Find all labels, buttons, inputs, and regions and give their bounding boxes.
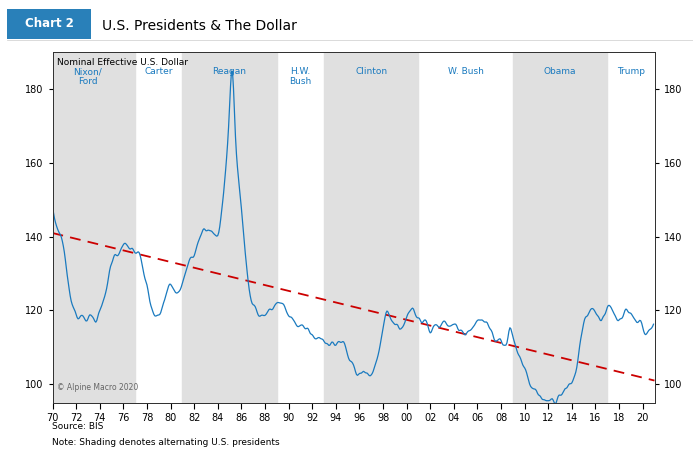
Text: Carter: Carter — [144, 67, 173, 76]
Bar — [324, 52, 419, 403]
Text: Nixon/
Ford: Nixon/ Ford — [74, 67, 102, 86]
Bar — [513, 52, 608, 403]
Text: H.W.
Bush: H.W. Bush — [289, 67, 312, 86]
Text: Obama: Obama — [544, 67, 576, 76]
Bar — [41, 52, 135, 403]
FancyBboxPatch shape — [7, 9, 91, 39]
Text: Chart 2: Chart 2 — [25, 17, 74, 30]
Text: Nominal Effective U.S. Dollar: Nominal Effective U.S. Dollar — [57, 58, 188, 66]
Text: Clinton: Clinton — [355, 67, 387, 76]
Text: W. Bush: W. Bush — [448, 67, 484, 76]
Text: Source: BIS: Source: BIS — [52, 422, 104, 431]
Text: Reagan: Reagan — [213, 67, 246, 76]
Text: Trump: Trump — [617, 67, 645, 76]
Bar — [182, 52, 276, 403]
Text: Note: Shading denotes alternating U.S. presidents: Note: Shading denotes alternating U.S. p… — [52, 438, 280, 447]
Text: U.S. Presidents & The Dollar: U.S. Presidents & The Dollar — [102, 20, 296, 33]
Text: © Alpine Macro 2020: © Alpine Macro 2020 — [57, 383, 139, 392]
